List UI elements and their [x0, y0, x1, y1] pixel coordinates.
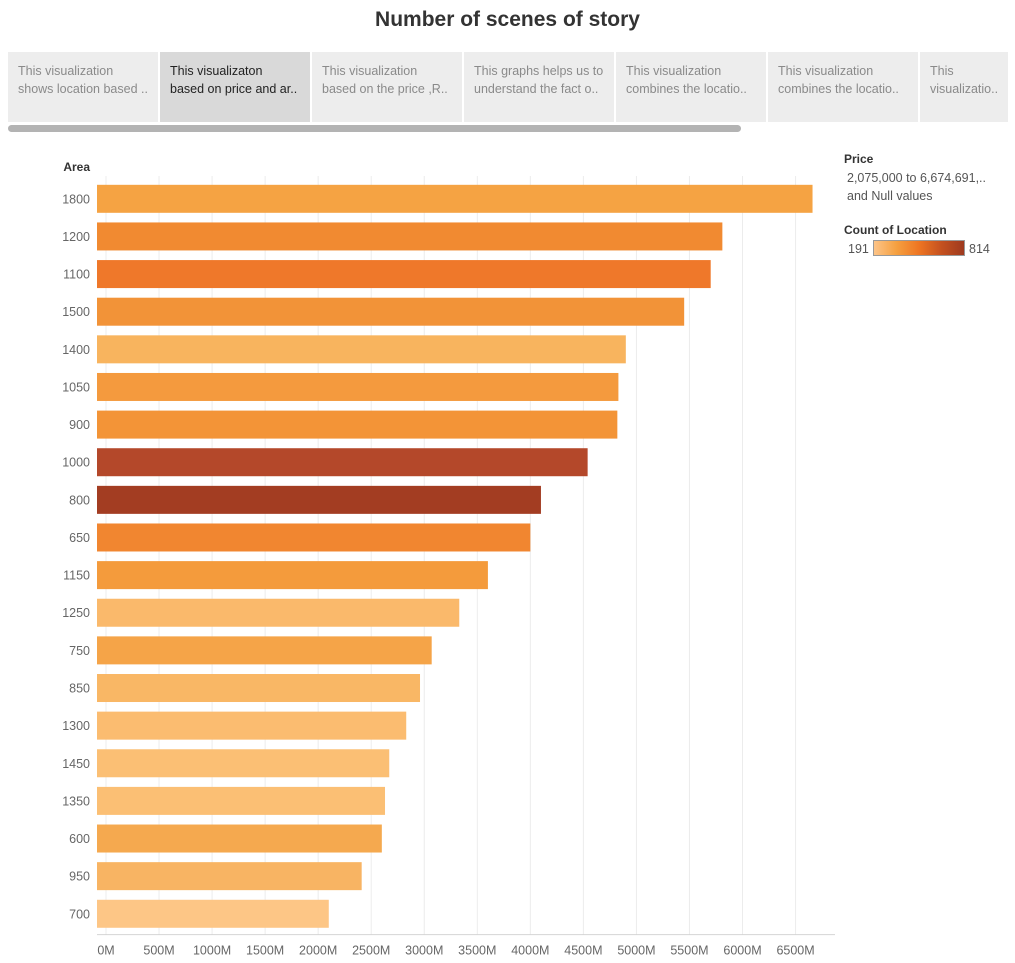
bar: [97, 899, 329, 928]
story-tab-4-line2: understand the fact o..: [474, 82, 599, 96]
y-tick-label: 800: [69, 493, 90, 507]
y-tick-label: 1400: [62, 343, 90, 357]
legend-panel: Price 2,075,000 to 6,674,691,.. and Null…: [844, 152, 1009, 260]
color-legend-max: 814: [969, 242, 990, 256]
x-tick-label: 1000M: [193, 944, 231, 958]
x-tick-label: 4500M: [564, 944, 602, 958]
story-tab-7-line2: visualizatio..: [930, 82, 998, 96]
y-tick-label: 950: [69, 870, 90, 884]
story-tab-5-line1: This visualization: [626, 64, 722, 78]
bar: [97, 410, 618, 439]
bar: [97, 222, 723, 251]
story-tab-2-line2: based on price and ar..: [170, 82, 298, 96]
story-title: Number of scenes of story: [375, 8, 640, 31]
y-tick-label: 1150: [63, 569, 90, 583]
bar: [97, 184, 813, 213]
story-tab-5-line2: combines the locatio..: [626, 82, 747, 96]
bar: [97, 862, 362, 891]
x-tick-label: 3000M: [405, 944, 443, 958]
story-tab-7-line1: This: [930, 64, 954, 78]
story-tabs: This visualization shows location based …: [8, 52, 1008, 122]
bar-chart: Area 1800 1200 1100 1500 1400 1050 900 1000 800 65…: [62, 160, 835, 958]
y-axis-title: Area: [63, 160, 90, 174]
y-tick-label: 600: [69, 832, 90, 846]
story-tab-1-line2: shows location based ..: [18, 82, 148, 96]
bar: [97, 598, 460, 627]
bar: [97, 561, 488, 590]
price-filter-title: Price: [844, 152, 874, 166]
x-tick-label: 2500M: [352, 944, 390, 958]
bar: [97, 786, 386, 815]
story-tab-7[interactable]: This visualizatio..: [920, 52, 1008, 122]
y-tick-label: 1500: [62, 305, 90, 319]
x-tick-label: 5500M: [670, 944, 708, 958]
x-tick-label: 3500M: [458, 944, 496, 958]
x-tick-label: 2000M: [299, 944, 337, 958]
bar: [97, 297, 685, 326]
story-tab-3[interactable]: This visualization based on the price ,R…: [312, 52, 462, 122]
y-tick-label: 900: [69, 418, 90, 432]
story-tab-1[interactable]: This visualization shows location based …: [8, 52, 158, 122]
y-tick-label: 650: [69, 531, 90, 545]
story-tab-6-line2: combines the locatio..: [778, 82, 899, 96]
color-legend-min: 191: [848, 242, 869, 256]
x-tick-label: 5000M: [617, 944, 655, 958]
x-tick-label: 1500M: [246, 944, 284, 958]
y-tick-label: 750: [69, 644, 90, 658]
bar: [97, 824, 382, 853]
x-tick-label: 6500M: [776, 944, 814, 958]
y-tick-label: 1250: [62, 606, 90, 620]
bar: [97, 711, 407, 740]
bar: [97, 636, 432, 665]
x-tick-label: 500M: [143, 944, 174, 958]
y-tick-label: 1450: [62, 757, 90, 771]
story-tab-4-line1: This graphs helps us to: [474, 64, 604, 78]
color-legend-title: Count of Location: [844, 223, 947, 237]
bar: [97, 335, 626, 364]
story-tab-5[interactable]: This visualization combines the locatio.…: [616, 52, 766, 122]
x-tick-label: 0M: [97, 944, 114, 958]
y-tick-label: 700: [69, 907, 90, 921]
story-tab-4[interactable]: This graphs helps us to understand the f…: [464, 52, 614, 122]
y-tick-label: 1050: [62, 380, 90, 394]
x-tick-label: 6000M: [723, 944, 761, 958]
story-tab-2[interactable]: This visualizaton based on price and ar.…: [160, 52, 310, 122]
y-tick-label: 1800: [62, 192, 90, 206]
y-tick-label: 850: [69, 682, 90, 696]
price-filter-null[interactable]: and Null values: [847, 189, 933, 203]
story-tab-3-line1: This visualization: [322, 64, 418, 78]
bar: [97, 485, 541, 514]
bar: [97, 749, 390, 778]
price-filter-range[interactable]: 2,075,000 to 6,674,691,..: [847, 171, 987, 185]
story-tab-1-line1: This visualization: [18, 64, 114, 78]
x-tick-label: 4000M: [511, 944, 549, 958]
y-tick-label: 1300: [62, 719, 90, 733]
y-tick-label: 1350: [62, 794, 90, 808]
bar: [97, 448, 588, 477]
color-ramp: [873, 240, 965, 256]
tabs-horizontal-scrollbar[interactable]: [8, 125, 741, 132]
y-tick-label: 1100: [63, 268, 90, 282]
y-tick-label: 1200: [62, 230, 90, 244]
bar: [97, 674, 421, 703]
story-tab-6-line1: This visualization: [778, 64, 874, 78]
color-legend-ramp-row: 191 814: [844, 240, 1009, 260]
bar: [97, 372, 619, 401]
story-tab-3-line2: based on the price ,R..: [322, 82, 448, 96]
story-tab-6[interactable]: This visualization combines the locatio.…: [768, 52, 918, 122]
y-tick-label: 1000: [62, 456, 90, 470]
story-tab-2-line1: This visualizaton: [170, 64, 263, 78]
bar: [97, 260, 711, 289]
bar: [97, 523, 531, 552]
